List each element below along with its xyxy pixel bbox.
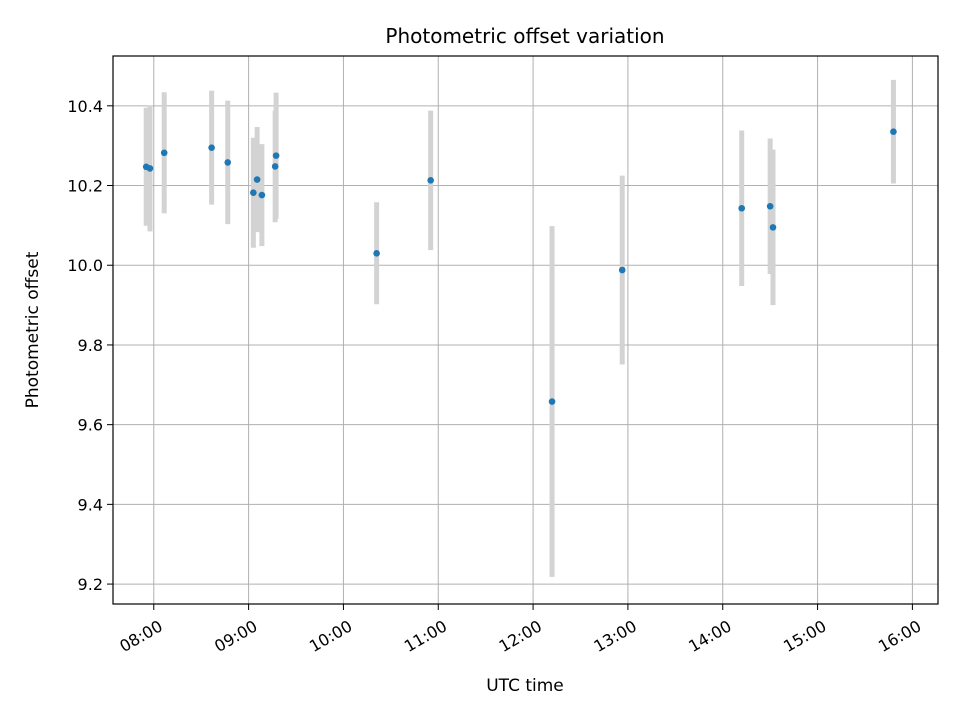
y-tick-label: 10.2: [67, 177, 103, 196]
data-points: [142, 128, 897, 405]
data-point: [548, 398, 556, 405]
y-tick-label: 9.2: [78, 575, 103, 594]
data-point: [618, 266, 626, 274]
grid: [113, 56, 938, 604]
data-point: [250, 189, 257, 197]
y-tick-label: 10.0: [67, 256, 103, 275]
data-point: [890, 128, 897, 136]
y-axis: 9.2 9.4 9.6 9.8 10.0 10.2 10.4: [67, 97, 113, 594]
data-point: [738, 204, 746, 212]
data-point: [271, 163, 279, 170]
y-axis-title: Photometric offset: [23, 251, 43, 408]
chart-title: Photometric offset variation: [385, 24, 664, 48]
data-point: [769, 224, 777, 231]
y-tick-label: 9.6: [78, 416, 103, 435]
x-axis-title: UTC time: [486, 676, 564, 696]
data-point: [208, 144, 215, 151]
y-tick-label: 9.4: [78, 495, 103, 514]
y-tick-label: 10.4: [67, 97, 103, 116]
data-point: [427, 177, 434, 184]
data-point: [272, 152, 280, 159]
data-point: [766, 202, 774, 210]
data-point: [224, 159, 232, 166]
plot-frame: [112, 55, 939, 605]
data-point: [253, 176, 261, 183]
data-point: [160, 149, 168, 157]
y-tick-label: 9.8: [78, 336, 103, 355]
data-point: [373, 249, 380, 257]
data-point: [146, 165, 154, 172]
data-point: [258, 191, 266, 199]
